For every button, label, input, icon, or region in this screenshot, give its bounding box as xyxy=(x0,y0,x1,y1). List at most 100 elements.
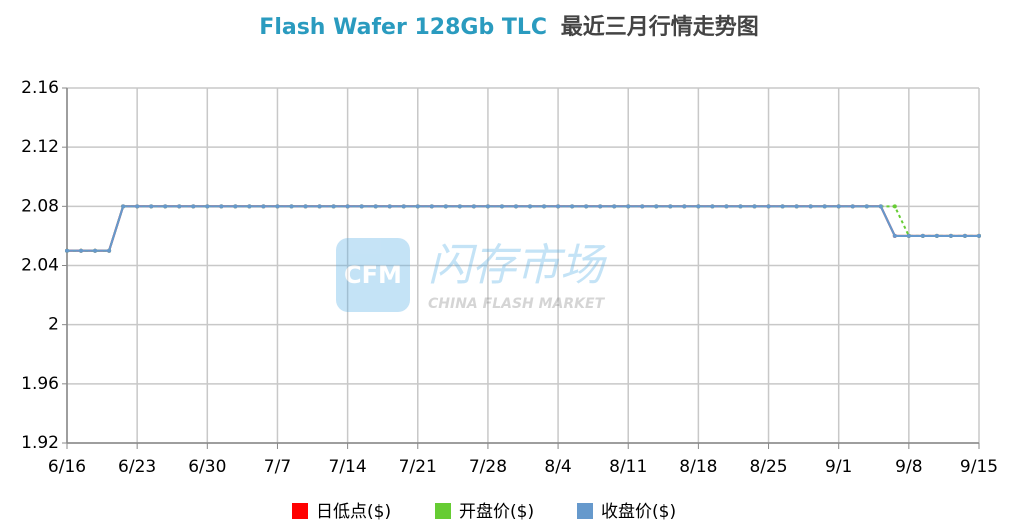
y-tick-label: 1.96 xyxy=(21,374,59,394)
data-point xyxy=(331,204,336,209)
legend-swatch xyxy=(577,503,593,519)
data-point xyxy=(429,204,434,209)
x-tick-label: 8/11 xyxy=(609,457,647,477)
data-point xyxy=(317,204,322,209)
data-point xyxy=(149,204,154,209)
x-tick-label: 8/4 xyxy=(544,457,571,477)
x-tick-label: 7/28 xyxy=(469,457,507,477)
legend-label: 开盘价($) xyxy=(459,502,534,522)
data-point xyxy=(977,233,981,238)
data-point xyxy=(219,204,224,209)
x-tick-label: 7/7 xyxy=(264,457,291,477)
data-point xyxy=(205,204,210,209)
data-point xyxy=(878,204,883,209)
data-point xyxy=(513,204,518,209)
y-tick-label: 2.12 xyxy=(21,137,59,157)
data-point xyxy=(906,233,911,238)
title-main: Flash Wafer 128Gb TLC xyxy=(259,15,547,40)
data-point xyxy=(471,204,476,209)
data-point xyxy=(864,204,869,209)
data-point xyxy=(584,204,589,209)
data-point xyxy=(345,204,350,209)
data-point xyxy=(443,204,448,209)
data-point xyxy=(612,204,617,209)
legend-swatch xyxy=(292,503,308,519)
data-point xyxy=(948,233,953,238)
data-point xyxy=(233,204,238,209)
data-point xyxy=(65,248,69,253)
x-tick-label: 9/8 xyxy=(895,457,922,477)
data-point xyxy=(626,204,631,209)
y-tick-label: 2 xyxy=(48,315,59,335)
data-point xyxy=(93,248,98,253)
y-tick-label: 2.08 xyxy=(21,196,59,216)
data-point xyxy=(766,204,771,209)
data-point xyxy=(485,204,490,209)
data-point xyxy=(528,204,533,209)
watermark-tagline: CHINA FLASH MARKET xyxy=(428,296,606,312)
data-point xyxy=(261,204,266,209)
data-point xyxy=(640,204,645,209)
data-point xyxy=(415,204,420,209)
data-point xyxy=(836,204,841,209)
data-point xyxy=(191,204,196,209)
data-point xyxy=(570,204,575,209)
x-tick-label: 7/21 xyxy=(399,457,437,477)
watermark-logo xyxy=(336,238,410,312)
data-point xyxy=(738,204,743,209)
data-point xyxy=(359,204,364,209)
data-point xyxy=(121,204,126,209)
data-point xyxy=(752,204,757,209)
x-tick-label: 8/25 xyxy=(749,457,787,477)
x-tick-label: 7/14 xyxy=(329,457,367,477)
data-point xyxy=(654,204,659,209)
legend-label: 收盘价($) xyxy=(601,502,676,522)
chart-title: Flash Wafer 128Gb TLC 最近三月行情走势图 xyxy=(259,14,758,40)
data-point xyxy=(303,204,308,209)
data-point xyxy=(135,204,140,209)
x-tick-label: 6/23 xyxy=(118,457,156,477)
data-point xyxy=(780,204,785,209)
data-point xyxy=(79,248,84,253)
title-suffix: 最近三月行情走势图 xyxy=(561,14,759,40)
data-point xyxy=(892,204,897,209)
watermark-brand: CFM xyxy=(344,261,402,289)
data-point xyxy=(822,204,827,209)
legend-swatch xyxy=(435,503,451,519)
data-point xyxy=(289,204,294,209)
data-point xyxy=(247,204,252,209)
watermark-name: 闪存市场 xyxy=(428,240,608,291)
data-point xyxy=(177,204,182,209)
data-point xyxy=(668,204,673,209)
data-point xyxy=(598,204,603,209)
data-point xyxy=(499,204,504,209)
data-point xyxy=(920,233,925,238)
y-tick-label: 1.92 xyxy=(21,433,59,453)
data-point xyxy=(682,204,687,209)
data-point xyxy=(710,204,715,209)
data-point xyxy=(387,204,392,209)
data-point xyxy=(962,233,967,238)
data-point xyxy=(107,248,112,253)
data-point xyxy=(163,204,168,209)
x-tick-label: 9/15 xyxy=(960,457,998,477)
data-point xyxy=(934,233,939,238)
data-point xyxy=(808,204,813,209)
data-point xyxy=(401,204,406,209)
data-point xyxy=(556,204,561,209)
data-point xyxy=(892,233,897,238)
data-point xyxy=(542,204,547,209)
data-point xyxy=(275,204,280,209)
data-point xyxy=(724,204,729,209)
x-tick-label: 9/1 xyxy=(825,457,852,477)
data-point xyxy=(373,204,378,209)
series-line xyxy=(67,205,979,252)
data-point xyxy=(850,204,855,209)
data-point xyxy=(696,204,701,209)
x-tick-label: 6/30 xyxy=(188,457,226,477)
data-point xyxy=(457,204,462,209)
x-tick-label: 6/16 xyxy=(48,457,86,477)
watermark: CFM 闪存市场 CHINA FLASH MARKET xyxy=(336,238,608,312)
legend-label: 日低点($) xyxy=(316,502,391,522)
